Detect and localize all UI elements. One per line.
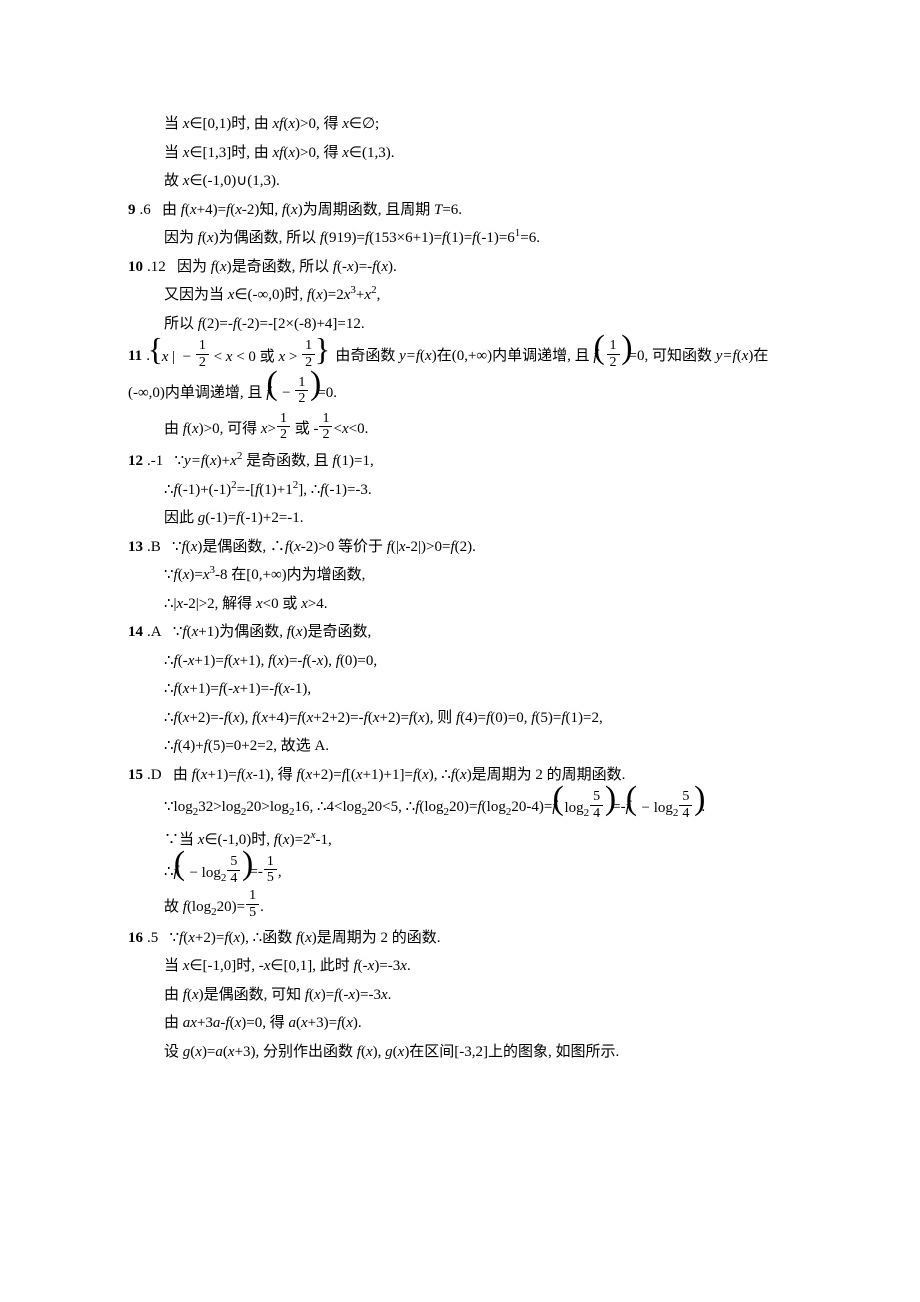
- item-15-line: 故 f(log220)=15.: [128, 891, 860, 924]
- item-11-line: 由 f(x)>0, 可得 x>12 或 -12<x<0.: [128, 411, 860, 447]
- item-11-line: (-∞,0)内单调递增, 且 f − 12=0.: [128, 375, 860, 412]
- item-10-header: 10.12 因为 f(x)是奇函数, 所以 f(-x)=-f(x).: [128, 253, 860, 282]
- item-number: 11: [128, 348, 142, 364]
- item-12-header: 12.-1 ∵y=f(x)+x2 是奇函数, 且 f(1)=1,: [128, 447, 860, 476]
- item-number: 16: [128, 930, 143, 946]
- item-14-line: ∴f(4)+f(5)=0+2=2, 故选 A.: [128, 732, 860, 761]
- item-13-line: ∵f(x)=x3-8 在[0,+∞)内为增函数,: [128, 561, 860, 590]
- item-16-header: 16.5 ∵f(x+2)=f(x), ∴函数 f(x)是周期为 2 的函数.: [128, 924, 860, 953]
- item-15-header: 15.D 由 f(x+1)=f(x-1), 得 f(x+2)=f[(x+1)+1…: [128, 761, 860, 790]
- item-number: 12: [128, 453, 143, 469]
- item-14-header: 14.A ∵f(x+1)为偶函数, f(x)是奇函数,: [128, 618, 860, 647]
- item-answer: B: [151, 539, 161, 555]
- item-10-line: 又因为当 x∈(-∞,0)时, f(x)=2x3+x2,: [128, 281, 860, 310]
- item-15-line: ∵log232>log220>log216, ∴4<log220<5, ∴f(l…: [128, 789, 860, 826]
- item-10-line: 所以 f(2)=-f(-2)=-[2×(-8)+4]=12.: [128, 310, 860, 339]
- item-answer: -1: [151, 453, 164, 469]
- item-answer: A: [151, 624, 162, 640]
- item-number: 9: [128, 202, 136, 218]
- document-page: 当 x∈[0,1)时, 由 xf(x)>0, 得 x∈∅; 当 x∈[1,3]时…: [0, 0, 920, 1302]
- item-12-line: ∴f(-1)+(-1)2=-[f(1)+12], ∴f(-1)=-3.: [128, 476, 860, 505]
- item-9-header: 9.6 由 f(x+4)=f(x-2)知, f(x)为周期函数, 且周期 T=6…: [128, 196, 860, 225]
- preline-0: 当 x∈[0,1)时, 由 xf(x)>0, 得 x∈∅;: [128, 110, 860, 139]
- item-11-header: 11. x | − 12 < x < 0 或 x > 12 由奇函数 y=f(x…: [128, 338, 860, 375]
- item-16-line: 由 ax+3a-f(x)=0, 得 a(x+3)=f(x).: [128, 1009, 860, 1038]
- item-12-line: 因此 g(-1)=f(-1)+2=-1.: [128, 504, 860, 533]
- item-15-line: ∵当 x∈(-1,0)时, f(x)=2x-1,: [128, 826, 860, 855]
- item-16-line: 设 g(x)=a(x+3), 分别作出函数 f(x), g(x)在区间[-3,2…: [128, 1038, 860, 1067]
- item-answer: 5: [151, 930, 159, 946]
- item-16-line: 由 f(x)是偶函数, 可知 f(x)=f(-x)=-3x.: [128, 981, 860, 1010]
- item-13-line: ∴|x-2|>2, 解得 x<0 或 x>4.: [128, 590, 860, 619]
- item-13-header: 13.B ∵f(x)是偶函数, ∴f(x-2)>0 等价于 f(|x-2|)>0…: [128, 533, 860, 562]
- item-16-line: 当 x∈[-1,0]时, -x∈[0,1], 此时 f(-x)=-3x.: [128, 952, 860, 981]
- preline-1: 当 x∈[1,3]时, 由 xf(x)>0, 得 x∈(1,3).: [128, 139, 860, 168]
- item-number: 15: [128, 767, 143, 783]
- item-9-line: 因为 f(x)为偶函数, 所以 f(919)=f(153×6+1)=f(1)=f…: [128, 224, 860, 253]
- item-14-line: ∴f(x+1)=f(-x+1)=-f(x-1),: [128, 675, 860, 704]
- item-number: 13: [128, 539, 143, 555]
- item-14-line: ∴f(x+2)=-f(x), f(x+4)=f(x+2+2)=-f(x+2)=f…: [128, 704, 860, 733]
- item-15-line: ∴f − log254=-15,: [128, 854, 860, 891]
- preline-2: 故 x∈(-1,0)∪(1,3).: [128, 167, 860, 196]
- item-number: 14: [128, 624, 143, 640]
- item-answer: D: [151, 767, 162, 783]
- item-number: 10: [128, 259, 143, 275]
- item-11-answer-set: x | − 12 < x < 0 或 x > 12: [154, 339, 324, 375]
- item-14-line: ∴f(-x+1)=f(x+1), f(x)=-f(-x), f(0)=0,: [128, 647, 860, 676]
- item-answer: 12: [151, 259, 166, 275]
- item-answer: 6: [143, 202, 151, 218]
